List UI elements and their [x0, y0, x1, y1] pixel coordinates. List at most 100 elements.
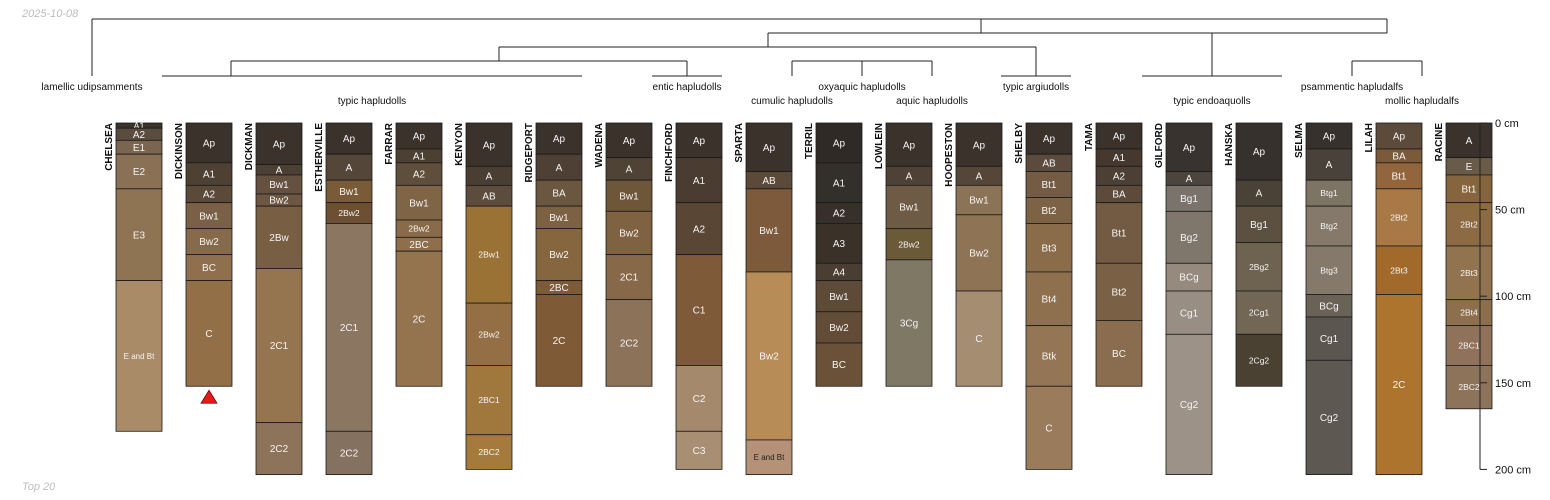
horizon-label: E3 [133, 230, 146, 241]
horizon-label: 2C [413, 314, 426, 325]
horizon-label: E2 [133, 167, 146, 178]
horizon-hanska [1235, 179, 1283, 207]
horizon-label: 2Bw2 [478, 329, 500, 339]
profile-name-kenyon: KENYON [454, 123, 465, 166]
profile-name-chelsea: CHELSEA [104, 123, 115, 171]
horizon-racine [1445, 325, 1493, 366]
horizon-label: Bw1 [409, 198, 429, 209]
horizon-tama [1095, 202, 1143, 264]
horizon-label: Bt1 [1461, 184, 1476, 195]
horizon-dickinson [185, 280, 233, 387]
horizon-label: Ap [413, 132, 426, 143]
horizon-label: A2 [833, 209, 846, 220]
horizon-label: Bw1 [759, 226, 779, 237]
horizon-kenyon [465, 365, 513, 436]
truncation-marker [200, 389, 218, 404]
horizon-dickinson [185, 254, 233, 282]
horizon-label: A [556, 163, 563, 174]
horizon-label: 2Cg2 [1249, 355, 1270, 365]
profile-name-finchford: FINCHFORD [664, 123, 675, 182]
horizon-label: A2 [203, 190, 216, 201]
horizon-racine [1445, 174, 1493, 204]
horizon-finchford [675, 430, 723, 470]
horizon-label: Ap [553, 134, 566, 145]
horizon-label: Ap [343, 134, 356, 145]
horizon-lilah [1375, 245, 1423, 295]
horizon-label: BCg [1179, 273, 1198, 284]
taxonomic-group-label: psammentic hapludalfs [1301, 82, 1403, 93]
horizon-chelsea [115, 188, 163, 282]
horizon-terril [815, 280, 863, 313]
horizon-label: 2Bt4 [1460, 308, 1478, 318]
taxonomic-group-label: mollic hapludalfs [1385, 96, 1459, 107]
horizon-lowlein [885, 259, 933, 387]
horizon-label: 3Cg [900, 319, 918, 330]
horizon-label: Bw2 [759, 352, 779, 363]
horizon-tama [1095, 320, 1143, 387]
horizon-label: A [906, 171, 913, 182]
horizon-label: BCg [1319, 301, 1338, 312]
horizon-estherville [325, 122, 373, 155]
horizon-label: Ap [1183, 143, 1196, 154]
horizon-label: 2Bt3 [1390, 265, 1408, 275]
horizon-label: Ap [623, 136, 636, 147]
horizon-kenyon [465, 434, 513, 470]
horizon-kenyon [465, 205, 513, 304]
profile-name-racine: RACINE [1434, 123, 1445, 162]
horizon-label: Ap [1393, 132, 1406, 143]
horizon-label: Cg2 [1320, 413, 1339, 424]
horizon-ridgeport [535, 294, 583, 387]
horizon-label: 2C2 [340, 449, 359, 460]
profile-name-estherville: ESTHERVILLE [314, 123, 325, 192]
profile-name-dickinson: DICKINSON [174, 123, 185, 179]
horizon-label: Btg1 [1320, 188, 1338, 198]
depth-axis-tick-label: 150 cm [1495, 378, 1531, 390]
horizon-label: A2 [1113, 171, 1126, 182]
horizon-gilford [1165, 262, 1213, 292]
horizon-finchford [675, 157, 723, 204]
horizon-selma [1305, 179, 1353, 207]
horizon-shelby [1025, 271, 1073, 327]
horizon-hanska [1235, 122, 1283, 181]
horizon-label: Bw1 [619, 191, 639, 202]
horizon-hanska [1235, 242, 1283, 292]
horizon-label: Btk [1042, 352, 1057, 363]
horizon-label: Ap [903, 140, 916, 151]
horizon-gilford [1165, 210, 1213, 264]
horizon-label: 2C1 [620, 273, 639, 284]
horizon-label: C [1045, 423, 1052, 434]
horizon-label: A2 [693, 224, 706, 235]
horizon-selma [1305, 205, 1353, 247]
horizon-label: A [976, 171, 983, 182]
horizon-hanska [1235, 333, 1283, 387]
horizon-racine [1445, 299, 1493, 327]
horizon-label: Bw1 [969, 196, 989, 207]
date-stamp: 2025-10-08 [22, 8, 79, 20]
horizon-label: BA [552, 189, 566, 200]
horizon-label: Ap [203, 139, 216, 150]
profile-name-hoopeston: HOOPESTON [944, 123, 955, 187]
horizon-label: Ap [273, 139, 286, 150]
horizon-selma [1305, 359, 1353, 475]
taxonomic-group-label: cumulic hapludolls [751, 96, 833, 107]
taxonomic-group-label: typic argiudolls [1003, 82, 1069, 93]
depth-axis-tick-label: 200 cm [1495, 464, 1531, 476]
horizon-label: C3 [693, 446, 706, 457]
profile-name-tama: TAMA [1084, 123, 1095, 151]
horizon-lilah [1375, 294, 1423, 475]
horizon-label: BC [202, 263, 216, 274]
horizon-label: C2 [693, 394, 706, 405]
horizon-label: Bw1 [549, 213, 569, 224]
horizon-label: 2C [553, 336, 566, 347]
horizon-label: Bw2 [619, 229, 639, 240]
horizon-label: Cg1 [1320, 334, 1339, 345]
horizon-label: 2C1 [340, 323, 359, 334]
horizon-label: AB [482, 191, 496, 202]
horizon-label: 2BC1 [1458, 341, 1480, 351]
horizon-label: E1 [133, 143, 146, 154]
horizon-label: BC [1112, 349, 1126, 360]
profile-name-selma: SELMA [1294, 123, 1305, 158]
horizon-label: Bt1 [1391, 171, 1406, 182]
horizon-shelby [1025, 223, 1073, 273]
